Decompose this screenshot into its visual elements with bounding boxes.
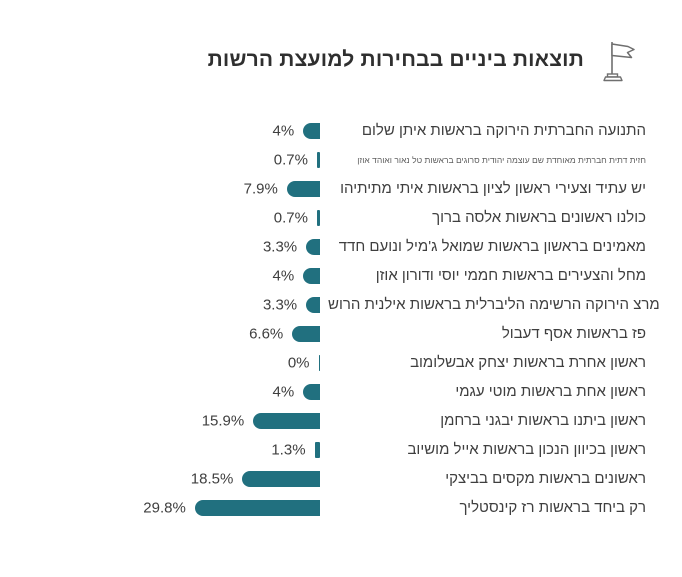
category-label: רק ביחד בראשות רז קינסטליך (459, 499, 646, 516)
category-label: ראשון אחת בראשות מוטי עגמי (455, 383, 646, 400)
chart-row: 0% ראשון אחרת בראשות יצחק אבשלומוב (0, 348, 682, 377)
chart-row: 4% ראשון אחת בראשות מוטי עגמי (0, 377, 682, 406)
chart-row: 3.3% מרצ הירוקה הרשימה הליברלית בראשות אי… (0, 290, 682, 319)
bar (317, 151, 320, 168)
bar-value-label: 0% (287, 354, 310, 371)
bar (306, 238, 320, 255)
bar-value-label: 15.9% (201, 412, 245, 429)
category-label: ראשון בכיוון הנכון בראשות אייל מושיוב (407, 441, 646, 458)
bar-zone: 18.5% (0, 464, 320, 493)
chart-row: 4% מחל והצעירים בראשות חממי יוסי ודורון א… (0, 261, 682, 290)
category-label: חזית דתית חברתית מאוחדת שם עוצמה יהודית … (357, 154, 646, 165)
bar-value-label: 7.9% (243, 180, 278, 197)
bar (242, 470, 320, 487)
bar (286, 180, 320, 197)
bar (194, 499, 320, 516)
chart-row: 3.3% מאמינים בראשון בראשות שמואל ג'מיל ונ… (0, 232, 682, 261)
bar-value-label: 6.6% (249, 325, 284, 342)
category-label: פז בראשות אסף דעבול (501, 325, 646, 342)
flag-on-stand-icon (598, 38, 640, 82)
bar-zone: 4% (0, 377, 320, 406)
bar-chart: 4% התנועה החברתית הירוקה בראשות איתן שלום… (0, 116, 682, 522)
chart-row: 15.9% ראשון ביתנו בראשות יבגני ברחמן (0, 406, 682, 435)
bar-zone: 0% (0, 348, 320, 377)
bar-zone: 0.7% (0, 203, 320, 232)
bar-zone: 7.9% (0, 174, 320, 203)
bar-value-label: 18.5% (190, 470, 234, 487)
bar-zone: 1.3% (0, 435, 320, 464)
chart-title: תוצאות ביניים בבחירות למועצת הרשות (207, 48, 584, 71)
bar (253, 412, 320, 429)
chart-row: 4% התנועה החברתית הירוקה בראשות איתן שלום (0, 116, 682, 145)
bar-zone: 4% (0, 261, 320, 290)
bar-value-label: 4% (272, 122, 295, 139)
bar (317, 209, 320, 226)
category-label: ראשון אחרת בראשות יצחק אבשלומוב (410, 354, 646, 371)
category-label: התנועה החברתית הירוקה בראשות איתן שלום (361, 122, 646, 139)
chart-header: תוצאות ביניים בבחירות למועצת הרשות (0, 0, 682, 82)
chart-row: 1.3% ראשון בכיוון הנכון בראשות אייל מושיו… (0, 435, 682, 464)
bar (314, 441, 320, 458)
category-label: יש עתיד וצעירי ראשון לציון בראשות איתי מ… (340, 180, 646, 197)
category-label: מחל והצעירים בראשות חממי יוסי ודורון אוז… (375, 267, 646, 284)
bar-value-label: 3.3% (262, 238, 298, 255)
bar (318, 354, 320, 371)
bar-value-label: 3.3% (262, 296, 298, 313)
chart-row: 0.7% כולנו ראשונים בראשות אלסה ברוך (0, 203, 682, 232)
bar-zone: 3.3% (0, 232, 320, 261)
bar (303, 383, 320, 400)
bar (306, 296, 320, 313)
category-label: ראשונים בראשות מקסים בביצקי (445, 470, 646, 487)
bar-value-label: 0.7% (273, 151, 308, 168)
bar-value-label: 4% (272, 267, 295, 284)
chart-row: 6.6% פז בראשות אסף דעבול (0, 319, 682, 348)
bar-zone: 0.7% (0, 145, 320, 174)
bar-zone: 3.3% (0, 290, 320, 319)
chart-row: 29.8% רק ביחד בראשות רז קינסטליך (0, 493, 682, 522)
bar-value-label: 1.3% (271, 441, 306, 458)
bar-zone: 29.8% (0, 493, 320, 522)
bar (303, 122, 320, 139)
chart-row: 0.7% חזית דתית חברתית מאוחדת שם עוצמה יהו… (0, 145, 682, 174)
bar-value-label: 4% (272, 383, 295, 400)
chart-row: 18.5% ראשונים בראשות מקסים בביצקי (0, 464, 682, 493)
chart-row: 7.9% יש עתיד וצעירי ראשון לציון בראשות אי… (0, 174, 682, 203)
bar-value-label: 0.7% (273, 209, 308, 226)
category-label: מאמינים בראשון בראשות שמואל ג'מיל ונועם … (338, 238, 646, 255)
category-label: כולנו ראשונים בראשות אלסה ברוך (432, 209, 646, 226)
bar-zone: 4% (0, 116, 320, 145)
bar-zone: 6.6% (0, 319, 320, 348)
bar (303, 267, 320, 284)
bar (292, 325, 320, 342)
category-label: מרצ הירוקה הרשימה הליברלית בראשות אילנית… (328, 296, 660, 313)
bar-zone: 15.9% (0, 406, 320, 435)
bar-value-label: 29.8% (143, 499, 186, 516)
category-label: ראשון ביתנו בראשות יבגני ברחמן (440, 412, 646, 429)
